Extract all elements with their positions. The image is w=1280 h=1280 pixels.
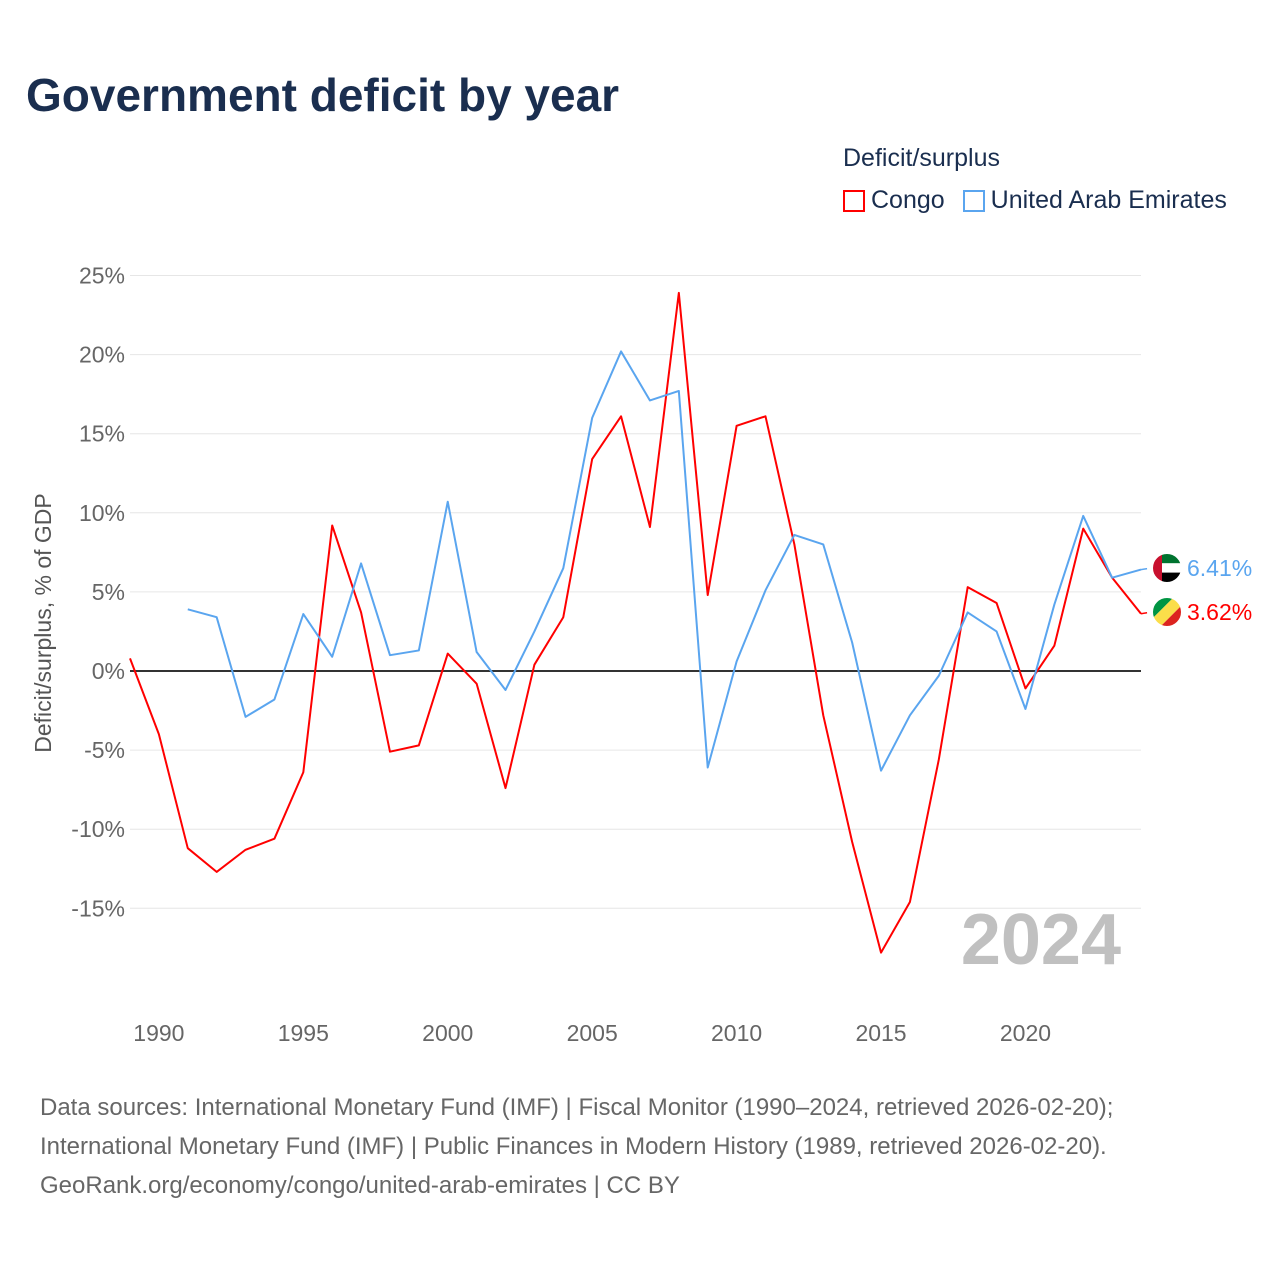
- end-value-label: 6.41%: [1187, 555, 1252, 581]
- x-tick-label: 2005: [567, 1020, 618, 1046]
- line-chart: 25% 20% 15% 10% 5% 0% -5% -10% -15% 1990 1995 2000 2…: [30, 263, 1252, 1047]
- x-tick-label: 2015: [855, 1020, 906, 1046]
- source-line: International Monetary Fund (IMF) | Publ…: [40, 1133, 1107, 1160]
- x-tick-label: 1995: [278, 1020, 329, 1046]
- chart-title: Government deficit by year: [26, 69, 620, 121]
- source-link[interactable]: GeoRank.org/economy/congo/united-arab-em…: [40, 1172, 680, 1199]
- y-tick-label: -15%: [71, 895, 125, 921]
- y-tick-label: -10%: [71, 816, 125, 842]
- flag-ring: [1147, 548, 1187, 588]
- footer: Data sources: International Monetary Fun…: [40, 1088, 1113, 1205]
- y-axis-label: Deficit/surplus, % of GDP: [30, 493, 56, 752]
- legend-label: Congo: [871, 186, 945, 214]
- x-tick-label: 2000: [422, 1020, 473, 1046]
- flag-stripe: [1153, 572, 1181, 582]
- legend-label: United Arab Emirates: [990, 186, 1227, 214]
- series-line-congo: [129, 291, 1142, 954]
- legend-item-uae[interactable]: United Arab Emirates: [962, 186, 1227, 215]
- flag-stripe: [1153, 598, 1181, 626]
- end-value-label: 3.62%: [1187, 599, 1252, 625]
- legend: Congo United Arab Emirates: [843, 186, 1227, 215]
- source-line: Data sources: International Monetary Fun…: [40, 1094, 1114, 1121]
- flag-stripe: [1161, 606, 1181, 626]
- x-tick-label: 2020: [1000, 1020, 1051, 1046]
- legend-item-congo[interactable]: Congo: [843, 186, 945, 215]
- flag-stripe: [1153, 563, 1181, 573]
- flag-stripe: [1153, 554, 1162, 582]
- legend-swatch-congo: [843, 189, 865, 212]
- legend-title: Deficit/surplus: [843, 144, 1000, 172]
- x-tick-label: 1990: [133, 1020, 184, 1046]
- x-tick-label: 2010: [711, 1020, 762, 1046]
- y-tick-label: 15%: [79, 421, 125, 447]
- flag-stripe: [1153, 554, 1181, 564]
- flag-ring: [1147, 592, 1187, 632]
- year-watermark: 2024: [961, 900, 1121, 980]
- series-line-uae: [187, 350, 1142, 772]
- y-tick-label: 10%: [79, 500, 125, 526]
- legend-swatch-uae: [962, 189, 985, 212]
- y-tick-label: 5%: [92, 579, 125, 605]
- y-tick-label: 20%: [79, 342, 125, 368]
- y-tick-label: 0%: [92, 658, 125, 684]
- y-tick-label: -5%: [84, 737, 125, 763]
- y-tick-label: 25%: [79, 263, 125, 289]
